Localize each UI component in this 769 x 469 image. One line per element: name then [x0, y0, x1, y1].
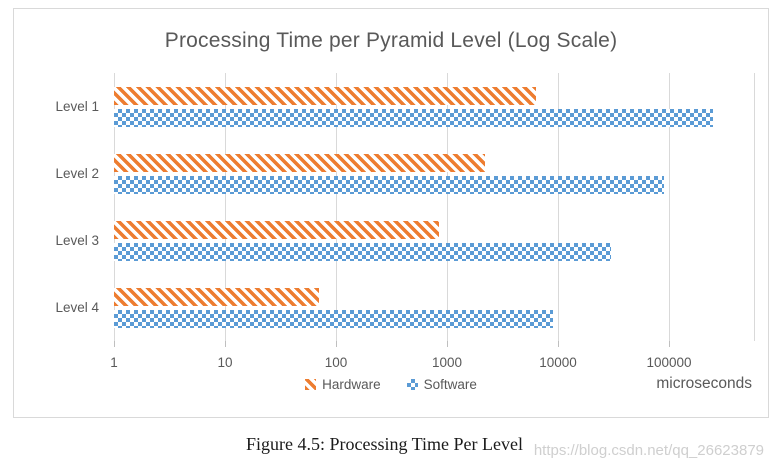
- x-tick-label: 10000: [539, 355, 577, 370]
- watermark: https://blog.csdn.net/qq_26623879: [533, 442, 764, 459]
- x-axis-tick-labels: 1 10 100 1000 10000 100000: [110, 355, 754, 371]
- legend-label: Software: [423, 377, 477, 392]
- bar-hardware-level-3: [114, 220, 440, 239]
- legend-swatch-software-icon: [406, 379, 418, 390]
- bar-software-level-2: [114, 175, 664, 194]
- x-tick-label: 1000: [431, 355, 463, 370]
- gridline: [225, 73, 226, 341]
- plot-right-border: [754, 73, 755, 341]
- axis-tick: [114, 341, 115, 347]
- chart: Processing Time per Pyramid Level (Log S…: [13, 8, 769, 418]
- x-tick-label: 100000: [646, 355, 692, 370]
- category-axis: Level 1 Level 2 Level 3 Level 4: [14, 73, 114, 341]
- x-tick-label: 100: [324, 355, 348, 370]
- bar-hardware-level-2: [114, 153, 485, 172]
- category-label: Level 1: [55, 98, 99, 114]
- legend: Hardware Software: [14, 377, 768, 392]
- bar-hardware-level-1: [114, 86, 537, 105]
- axis-tick: [669, 341, 670, 347]
- bar-hardware-level-4: [114, 287, 319, 306]
- axis-tick: [225, 341, 226, 347]
- category-label: Level 2: [55, 165, 99, 181]
- legend-swatch-hardware-icon: [305, 379, 317, 390]
- chart-title: Processing Time per Pyramid Level (Log S…: [164, 29, 618, 52]
- category-label: Level 4: [55, 299, 99, 315]
- gridline: [114, 73, 115, 341]
- axis-tick: [336, 341, 337, 347]
- gridline: [669, 73, 670, 341]
- bar-software-level-1: [114, 108, 714, 127]
- gridline: [447, 73, 448, 341]
- axis-unit-label: microseconds: [656, 375, 752, 392]
- plot-area: [114, 73, 755, 347]
- legend-item-hardware: Hardware: [305, 377, 381, 392]
- figure-caption: Figure 4.5: Processing Time Per Level: [246, 434, 523, 454]
- axis-tick: [447, 341, 448, 347]
- gridline: [558, 73, 559, 341]
- bar-software-level-3: [114, 242, 611, 261]
- x-tick-label: 10: [217, 355, 233, 370]
- gridline: [336, 73, 337, 341]
- category-label: Level 3: [55, 232, 99, 248]
- axis-tick: [558, 341, 559, 347]
- legend-item-software: Software: [406, 377, 477, 392]
- bar-software-level-4: [114, 309, 553, 328]
- legend-label: Hardware: [322, 377, 381, 392]
- x-tick-label: 1: [110, 355, 118, 370]
